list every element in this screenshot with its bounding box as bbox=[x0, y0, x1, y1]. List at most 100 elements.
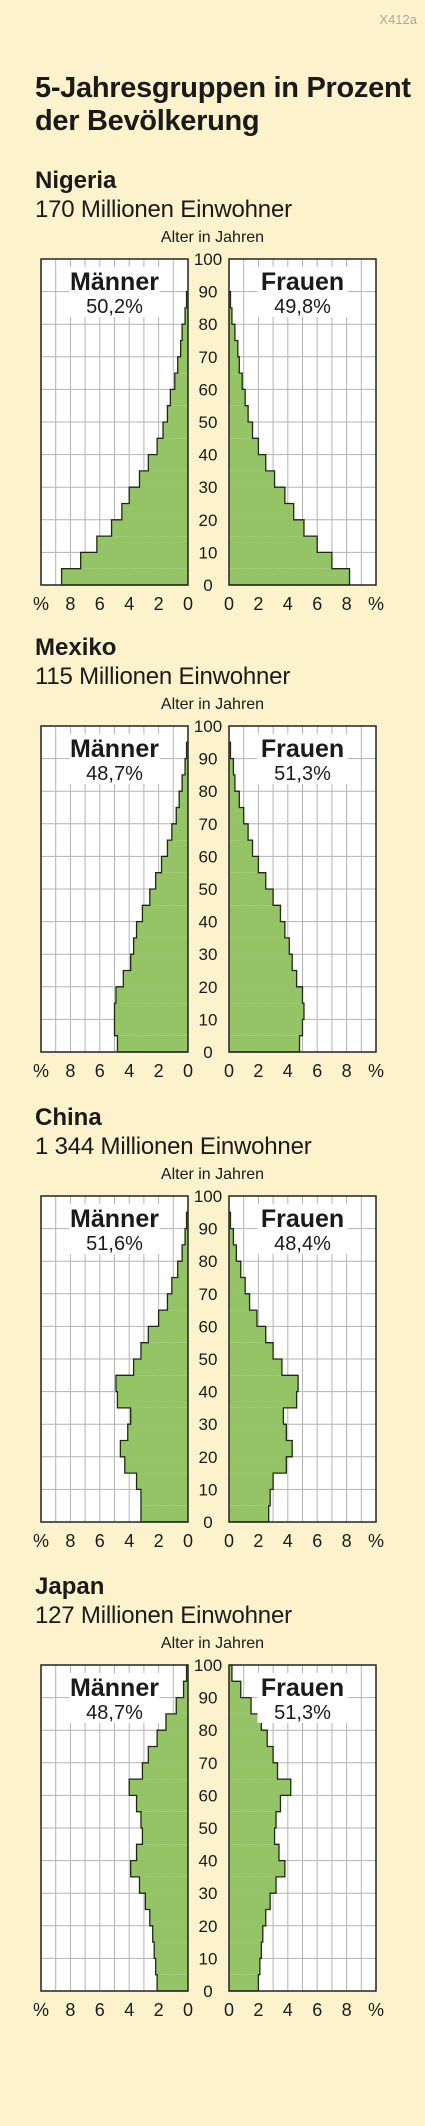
female-bar bbox=[229, 503, 294, 520]
age-tick-label: 80 bbox=[199, 1721, 218, 1740]
female-bar bbox=[229, 1407, 284, 1425]
female-bar bbox=[229, 405, 249, 422]
male-bar-outline bbox=[113, 741, 188, 1053]
page-title: 5-Jahresgruppen in Prozent der Bevölkeru… bbox=[35, 72, 411, 138]
female-bar bbox=[229, 536, 318, 553]
female-bar bbox=[229, 791, 240, 808]
age-tick-label: 10 bbox=[199, 1949, 218, 1968]
male-label: Männer bbox=[70, 735, 159, 763]
female-bar bbox=[229, 1811, 277, 1828]
x-tick-label-female: 2 bbox=[253, 594, 263, 614]
female-bar bbox=[229, 1489, 271, 1506]
male-bar bbox=[114, 1003, 188, 1020]
x-tick-label-female: 8 bbox=[342, 594, 352, 614]
label-backdrop bbox=[69, 267, 160, 317]
x-tick-label-male: 6 bbox=[95, 2000, 105, 2020]
female-bar bbox=[229, 758, 234, 775]
female-bar bbox=[229, 1003, 304, 1020]
pyramid-chart: Männer51,6%Frauen48,4%010203040506070809… bbox=[33, 1187, 384, 1551]
female-bar bbox=[229, 823, 249, 841]
age-tick-label: 90 bbox=[199, 750, 218, 769]
pyramid-chart: Männer48,7%Frauen51,3%010203040506070809… bbox=[33, 717, 384, 1081]
male-bar bbox=[149, 1909, 188, 1926]
panel-frame bbox=[228, 1195, 377, 1523]
male-share: 50,2% bbox=[86, 296, 143, 318]
male-bar bbox=[120, 1440, 188, 1457]
x-tick-label-male: 8 bbox=[65, 1531, 75, 1551]
pyramid-chart: Männer50,2%Frauen49,8%010203040506070809… bbox=[33, 250, 384, 614]
female-share: 51,3% bbox=[274, 763, 331, 785]
female-bar bbox=[229, 1860, 285, 1877]
male-bar bbox=[123, 970, 188, 987]
male-bar bbox=[142, 1762, 188, 1780]
female-label: Frauen bbox=[261, 1674, 344, 1702]
male-label: Männer bbox=[70, 1205, 159, 1233]
panel-frame bbox=[40, 1664, 189, 1992]
x-tick-label-female: 4 bbox=[283, 1531, 293, 1551]
male-bar bbox=[136, 921, 188, 938]
female-bar bbox=[229, 1277, 246, 1294]
female-bar bbox=[229, 1681, 241, 1698]
percent-unit-label: % bbox=[33, 2000, 49, 2020]
x-tick-label-male: 6 bbox=[95, 1531, 105, 1551]
x-tick-label-male: 8 bbox=[65, 594, 75, 614]
female-bar bbox=[229, 373, 243, 390]
x-tick-label-male: 0 bbox=[183, 594, 193, 614]
male-bar bbox=[157, 1974, 188, 1991]
age-tick-label: 0 bbox=[203, 1043, 212, 1062]
male-bar bbox=[124, 1456, 188, 1474]
male-bar bbox=[136, 1473, 188, 1490]
male-bar bbox=[140, 1489, 188, 1506]
percent-unit-label: % bbox=[368, 1061, 384, 1081]
male-bar bbox=[174, 373, 188, 390]
percent-unit-label: % bbox=[33, 594, 49, 614]
x-tick-label-male: 6 bbox=[95, 1061, 105, 1081]
male-bar bbox=[180, 340, 188, 357]
female-bar bbox=[229, 1244, 237, 1262]
male-bar bbox=[115, 986, 188, 1004]
label-backdrop bbox=[257, 1204, 348, 1254]
female-bar bbox=[229, 1942, 262, 1959]
male-bar bbox=[115, 1375, 188, 1392]
male-bar bbox=[139, 470, 188, 488]
female-bar bbox=[229, 470, 275, 488]
male-bar bbox=[140, 1505, 188, 1522]
figure-code: X412a bbox=[379, 12, 417, 27]
age-tick-label: 10 bbox=[199, 1480, 218, 1499]
age-tick-label: 70 bbox=[199, 348, 218, 367]
x-tick-label-male: 4 bbox=[124, 1061, 134, 1081]
age-tick-label: 80 bbox=[199, 315, 218, 334]
male-bar bbox=[142, 1828, 188, 1845]
female-bar bbox=[229, 1293, 250, 1311]
female-bar bbox=[229, 438, 259, 455]
female-label: Frauen bbox=[261, 1205, 344, 1233]
female-share: 51,3% bbox=[274, 1702, 331, 1724]
male-bar bbox=[133, 1359, 188, 1376]
male-bar bbox=[183, 1681, 188, 1698]
male-bar bbox=[163, 422, 188, 439]
female-bar bbox=[229, 1746, 274, 1763]
label-backdrop bbox=[257, 267, 348, 317]
female-label: Frauen bbox=[261, 735, 344, 763]
male-label: Männer bbox=[70, 268, 159, 296]
x-tick-label-female: 2 bbox=[253, 2000, 263, 2020]
male-bar bbox=[139, 1876, 188, 1894]
male-bar bbox=[182, 1244, 188, 1262]
age-tick-label: 40 bbox=[199, 1383, 218, 1402]
age-tick-label: 20 bbox=[199, 1917, 218, 1936]
female-bar bbox=[229, 986, 303, 1004]
label-backdrop bbox=[69, 1204, 160, 1254]
x-tick-label-male: 2 bbox=[154, 594, 164, 614]
female-bar bbox=[229, 1342, 274, 1359]
female-bar bbox=[229, 1456, 287, 1474]
male-bar bbox=[165, 1713, 188, 1731]
female-bar bbox=[229, 1424, 287, 1441]
female-bar bbox=[229, 1958, 260, 1975]
x-tick-label-female: 4 bbox=[283, 594, 293, 614]
population-total: 170 Millionen Einwohner bbox=[35, 196, 292, 223]
pyramid-japan: Japan 127 Millionen Einwohner Alter in J… bbox=[0, 1573, 425, 2043]
x-tick-label-female: 6 bbox=[312, 1531, 322, 1551]
